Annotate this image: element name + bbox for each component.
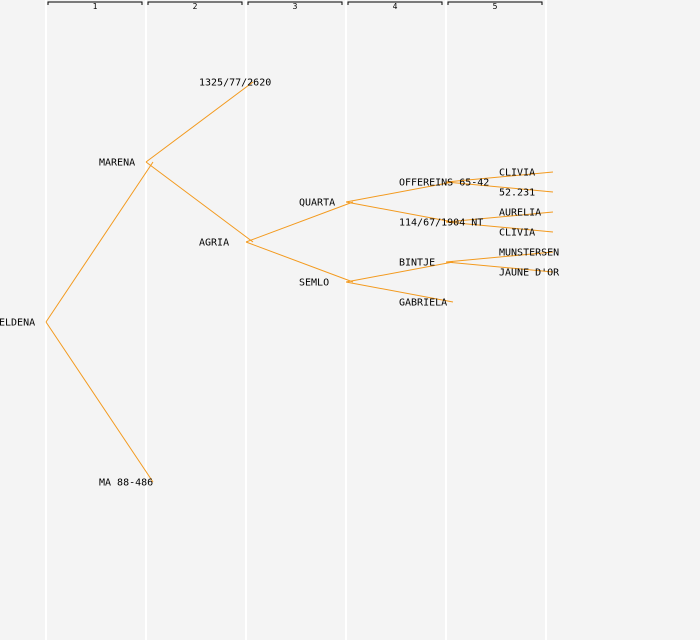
generation-columns: 1 2 3 4 5 (45, 0, 547, 640)
generation-bracket (347, 1, 443, 5)
ancestor-node: 1325/77/2620 (199, 78, 271, 89)
generation-label: 2 (193, 2, 198, 11)
root-node: ELDENA (0, 318, 35, 329)
pedigree-edge (445, 171, 554, 183)
generation-bracket (47, 1, 143, 5)
pedigree-edge (445, 181, 554, 193)
generation-label: 4 (393, 2, 398, 11)
ancestor-node: MA 88-486 (99, 478, 153, 489)
ancestor-node: 52.231 (499, 188, 535, 199)
generation-label: 3 (293, 2, 298, 11)
ancestor-node: SEMLO (299, 278, 329, 289)
ancestor-node: GABRIELA (399, 298, 447, 309)
pedigree-edge (245, 201, 354, 243)
ancestor-node: MUNSTERSEN (499, 248, 559, 259)
ancestor-node: 114/67/1904 NT (399, 218, 483, 229)
pedigree-edge (445, 261, 554, 273)
pedigree-edge (345, 261, 454, 283)
ancestor-node: JAUNE D'OR (499, 268, 560, 279)
pedigree-edge (45, 161, 154, 323)
generation-label: 1 (93, 2, 98, 11)
generation-bracket (247, 1, 343, 5)
pedigree-edge (145, 161, 254, 243)
pedigree-edge (345, 201, 454, 223)
pedigree-edge (345, 281, 454, 303)
pedigree-edge (445, 251, 554, 263)
ancestor-node: QUARTA (299, 198, 335, 209)
generation-bracket (447, 1, 543, 5)
generation-bracket (147, 1, 243, 5)
pedigree-nodes: ELDENA MARENA 1325/77/2620 AGRIA QUARTA OFFER… (0, 78, 560, 489)
generation-label: 5 (493, 2, 498, 11)
ancestor-node: AURELIA (499, 208, 541, 219)
ancestor-node: AGRIA (199, 238, 229, 249)
pedigree-edge (445, 211, 554, 223)
pedigree-edge (145, 81, 254, 163)
ancestor-node: CLIVIA (499, 228, 535, 239)
ancestor-node: MARENA (99, 158, 135, 169)
pedigree-edge (345, 181, 454, 203)
pedigree-edges (45, 81, 554, 483)
ancestor-node: CLIVIA (499, 168, 535, 179)
ancestor-node: BINTJE (399, 258, 435, 269)
pedigree-edge (45, 321, 154, 483)
pedigree-edge (245, 241, 354, 283)
ancestor-node: OFFEREINS 65-42 (399, 178, 489, 189)
pedigree-edge (445, 221, 554, 233)
